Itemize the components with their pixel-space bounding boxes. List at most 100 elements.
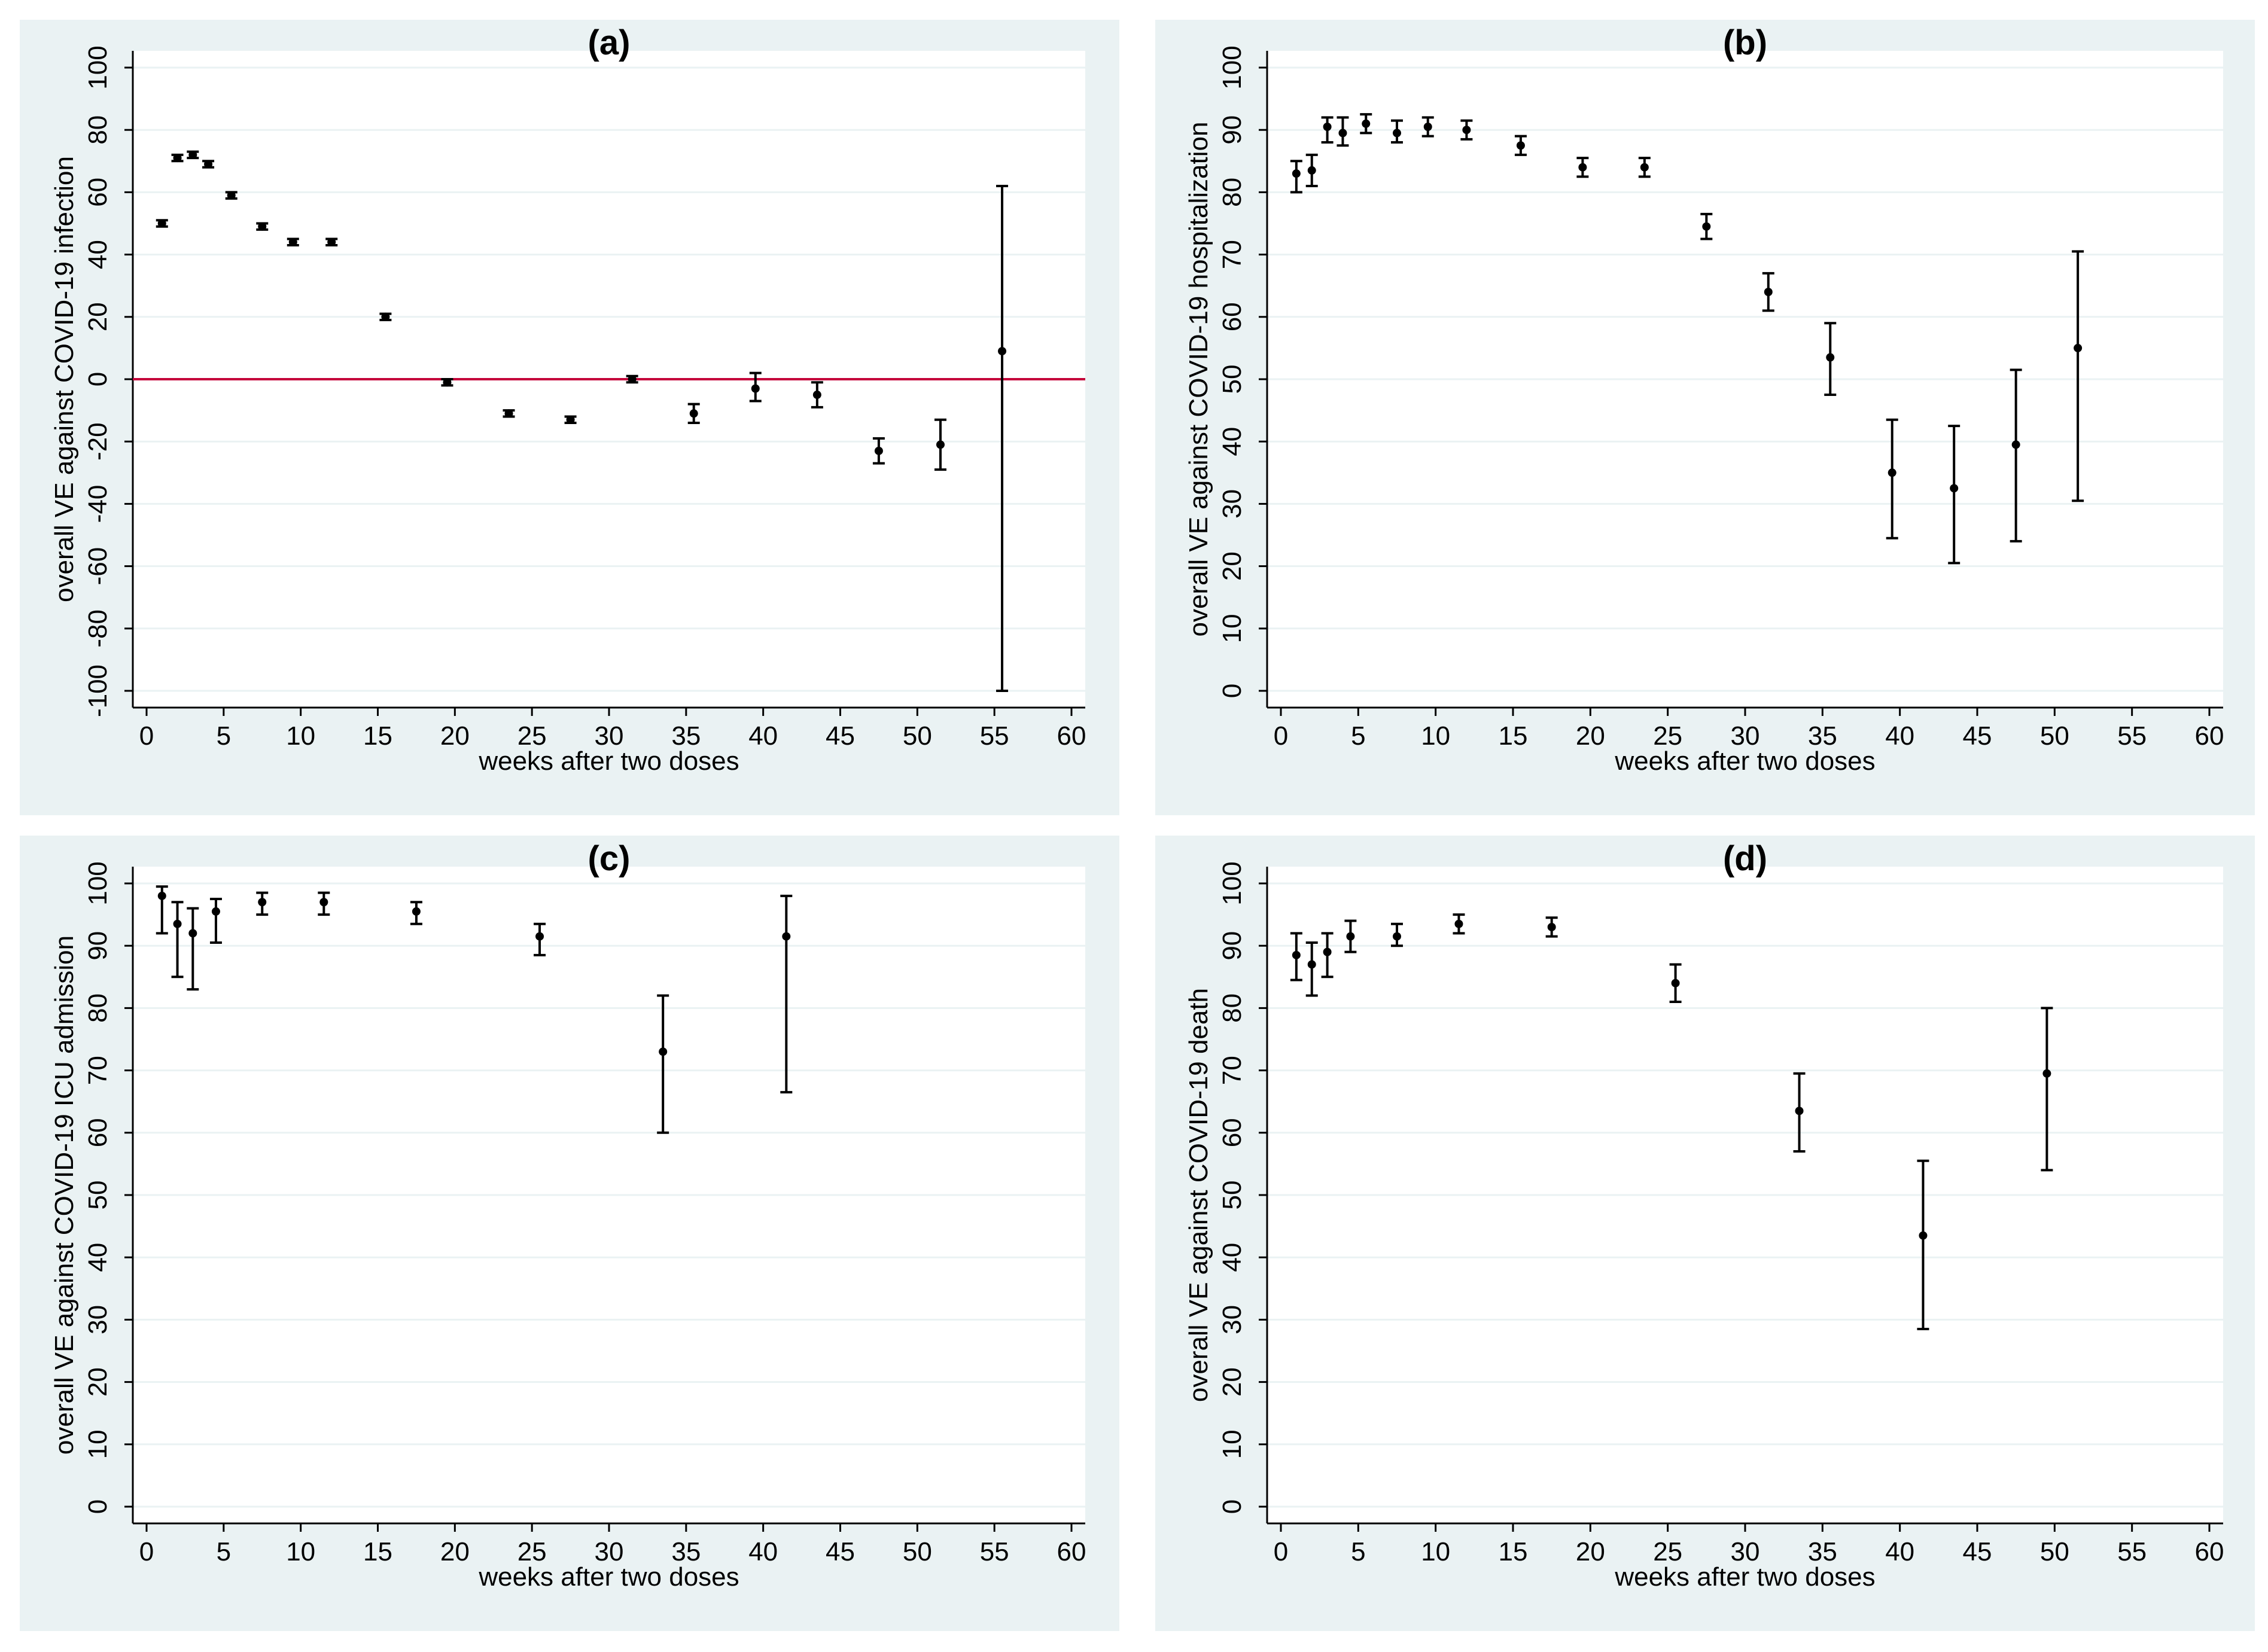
x-tick-label: 40 xyxy=(748,1537,778,1566)
data-point xyxy=(188,150,197,159)
data-point xyxy=(327,237,336,246)
panel-c: 0 10 20 30 40 50 60 70 80 90 100 0 5 10 15 20 25 30 35 40 45… xyxy=(20,836,1119,1631)
data-point xyxy=(535,932,544,941)
error-bar xyxy=(1360,113,1372,135)
data-point xyxy=(812,391,821,400)
data-point xyxy=(751,384,760,393)
error-bar xyxy=(1886,418,1898,540)
x-tick-label: 15 xyxy=(1499,721,1528,751)
data-point xyxy=(1516,141,1525,150)
data-point xyxy=(412,907,421,916)
x-tick-label: 50 xyxy=(903,1537,932,1566)
y-tick-label: 60 xyxy=(1217,1118,1247,1147)
data-point xyxy=(1362,119,1371,128)
x-tick-label: 45 xyxy=(1963,1537,1992,1566)
y-tick-label: 0 xyxy=(1217,1499,1247,1514)
x-tick-label: 45 xyxy=(826,1537,855,1566)
error-bar xyxy=(1421,116,1434,138)
y-tick-label: 40 xyxy=(83,1243,112,1272)
data-point xyxy=(319,898,328,907)
panel-title: (c) xyxy=(588,839,631,878)
y-tick-label: -80 xyxy=(83,609,112,648)
error-bar xyxy=(687,403,700,424)
x-tick-label: 30 xyxy=(1731,721,1760,751)
data-point xyxy=(1307,166,1316,175)
data-point xyxy=(1950,484,1959,493)
error-bar xyxy=(202,160,215,169)
data-point xyxy=(381,312,390,321)
data-point xyxy=(1764,288,1773,297)
x-tick-label: 25 xyxy=(1653,721,1682,751)
x-tick-label: 10 xyxy=(286,1537,315,1566)
x-tick-label: 0 xyxy=(1274,1537,1288,1566)
x-axis-label: weeks after two doses xyxy=(478,1562,739,1592)
data-point xyxy=(1919,1231,1928,1240)
data-point xyxy=(1323,122,1332,131)
error-bar xyxy=(1700,212,1713,240)
x-tick-label: 5 xyxy=(217,721,231,751)
y-tick-label: 100 xyxy=(83,861,112,905)
y-tick-label: 20 xyxy=(1217,1367,1247,1397)
x-tick-label: 50 xyxy=(903,721,932,751)
x-tick-label: 60 xyxy=(2195,1537,2224,1566)
panel-b: 0 10 20 30 40 50 60 70 80 90 100 0 5 10 15 20 25 30 35 40 45… xyxy=(1155,20,2255,815)
error-bar xyxy=(1576,157,1589,178)
data-point xyxy=(443,378,452,387)
data-point xyxy=(2074,343,2083,352)
error-bar xyxy=(1453,913,1465,935)
data-point xyxy=(1346,932,1355,941)
y-tick-label: -100 xyxy=(83,665,112,717)
data-point xyxy=(998,347,1007,356)
y-tick-label: 20 xyxy=(83,1367,112,1397)
y-tick-label: 100 xyxy=(83,45,112,89)
error-bar xyxy=(225,191,238,200)
panel-title: (a) xyxy=(588,23,631,62)
error-bar xyxy=(287,237,299,246)
error-bar xyxy=(1545,916,1558,938)
data-point xyxy=(1393,932,1401,941)
y-tick-label: 60 xyxy=(83,178,112,207)
x-tick-label: 15 xyxy=(363,721,392,751)
x-tick-label: 55 xyxy=(980,1537,1009,1566)
data-point xyxy=(157,219,166,228)
data-point xyxy=(211,907,220,916)
error-bar xyxy=(1290,932,1302,982)
data-point xyxy=(1547,922,1556,931)
error-bar xyxy=(1514,135,1527,156)
error-bar xyxy=(749,371,762,403)
y-tick-label: 90 xyxy=(1217,931,1247,961)
data-point xyxy=(1393,129,1401,138)
error-bar xyxy=(1948,425,1960,565)
error-bar xyxy=(1824,322,1837,397)
error-bar xyxy=(2010,368,2022,542)
data-point xyxy=(173,154,182,163)
error-bar xyxy=(657,994,669,1134)
data-point xyxy=(1702,222,1711,231)
y-axis-label: overall VE against COVID-19 infection xyxy=(50,156,79,602)
y-tick-label: 70 xyxy=(1217,240,1247,269)
x-tick-label: 35 xyxy=(1808,1537,1837,1566)
y-tick-label: 50 xyxy=(1217,365,1247,394)
x-tick-label: 40 xyxy=(1885,721,1914,751)
error-bar xyxy=(410,901,422,925)
x-tick-label: 15 xyxy=(363,1537,392,1566)
panel-d: 0 10 20 30 40 50 60 70 80 90 100 0 5 10 15 20 25 30 35 40 45… xyxy=(1155,836,2255,1631)
data-point xyxy=(1795,1107,1804,1115)
error-bar xyxy=(1762,272,1774,312)
error-bar xyxy=(1669,963,1682,1003)
y-tick-label: 80 xyxy=(1217,178,1247,207)
x-tick-label: 25 xyxy=(1653,1537,1682,1566)
x-tick-label: 45 xyxy=(1963,721,1992,751)
y-axis-label: overall VE against COVID-19 ICU admissio… xyxy=(50,935,79,1455)
error-bar xyxy=(2041,1007,2053,1172)
x-tick-label: 15 xyxy=(1499,1537,1528,1566)
error-bar xyxy=(209,898,222,944)
x-tick-label: 0 xyxy=(1274,721,1288,751)
x-tick-label: 40 xyxy=(748,721,778,751)
x-tick-label: 30 xyxy=(1731,1537,1760,1566)
error-bar xyxy=(256,222,269,231)
x-tick-label: 35 xyxy=(671,721,701,751)
error-bar xyxy=(187,150,199,160)
data-point xyxy=(1826,353,1835,362)
